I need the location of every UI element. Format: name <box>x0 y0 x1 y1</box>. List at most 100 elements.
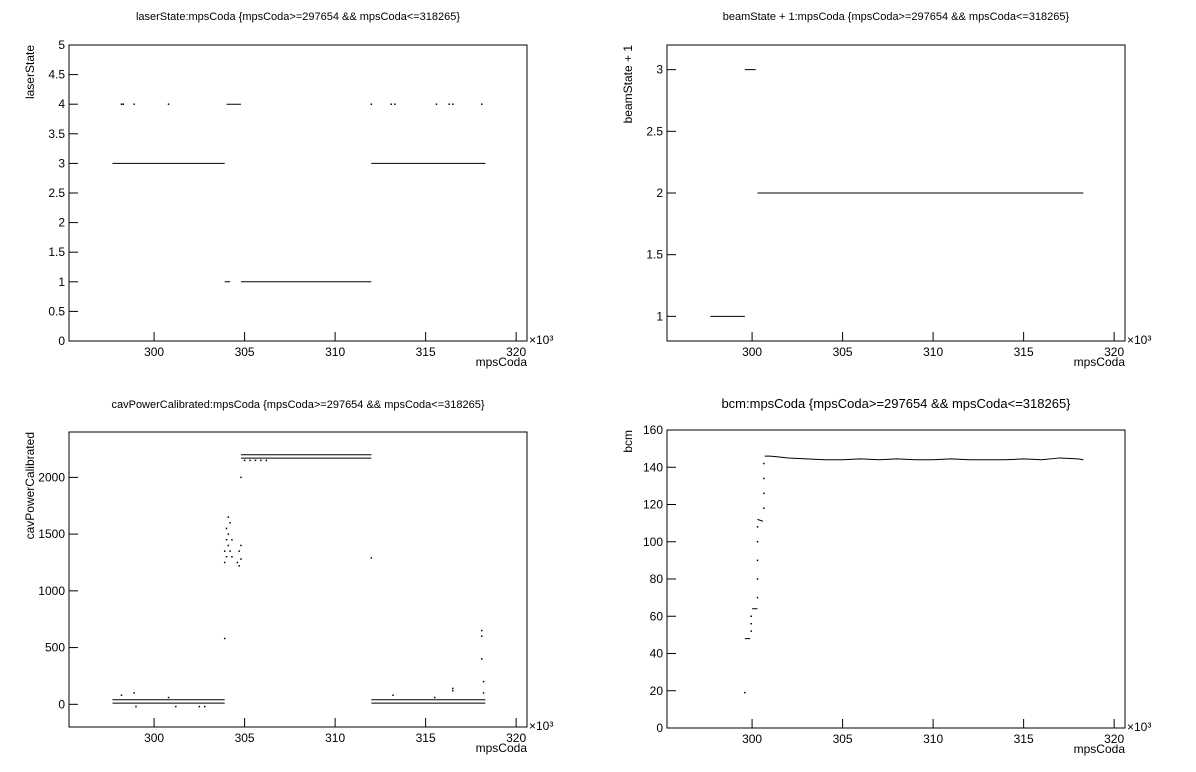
plot-frame <box>68 431 528 728</box>
data-point <box>227 544 230 547</box>
data-point <box>750 630 752 632</box>
y-tick-label: 500 <box>45 641 65 655</box>
data-point <box>229 522 231 524</box>
y-tick-label: 1500 <box>38 527 65 541</box>
data-point <box>763 477 765 480</box>
data-point <box>238 565 240 567</box>
y-tick-label: 1 <box>58 275 65 289</box>
data-point <box>390 103 392 105</box>
data-line <box>710 69 1084 317</box>
data-point <box>223 561 226 564</box>
x-multiplier: ×10³ <box>1127 720 1151 734</box>
data-point <box>167 696 170 699</box>
x-tick-label: 305 <box>833 732 853 746</box>
data-point <box>133 692 135 694</box>
data-point <box>260 459 262 462</box>
data-point <box>750 622 752 625</box>
data-point <box>756 578 759 580</box>
data-point <box>231 556 233 558</box>
data-point <box>240 558 242 560</box>
y-tick-label: 20 <box>650 684 664 698</box>
data-point <box>482 680 485 683</box>
data-point <box>227 516 230 518</box>
y-tick-label: 140 <box>643 460 663 474</box>
data-point <box>392 694 394 696</box>
data-point <box>394 103 396 105</box>
y-tick-label: 0 <box>58 334 65 348</box>
data-point <box>750 615 752 617</box>
data-line <box>112 454 486 704</box>
y-tick-label: 3 <box>656 63 663 77</box>
y-tick-label: 100 <box>643 535 663 549</box>
y-axis-label: bcm <box>621 430 635 453</box>
y-axis-label: cavPowerCalibrated <box>23 432 37 539</box>
data-point <box>756 596 759 599</box>
data-point <box>227 533 230 535</box>
data-point <box>370 557 373 559</box>
plot-frame <box>68 44 528 342</box>
data-point <box>120 694 123 696</box>
data-point <box>480 103 483 105</box>
data-point <box>133 103 135 105</box>
data-point <box>452 689 454 692</box>
data-point <box>756 541 759 543</box>
x-tick-label: 320 <box>1104 345 1124 359</box>
data-point <box>482 692 485 694</box>
chart-title: laserState:mpsCoda {mpsCoda>=297654 && m… <box>136 11 460 23</box>
y-tick-label: 60 <box>650 609 664 623</box>
data-point <box>448 103 450 105</box>
x-tick-label: 310 <box>325 731 345 745</box>
chart-title: cavPowerCalibrated:mpsCoda {mpsCoda>=297… <box>111 399 484 411</box>
y-tick-label: 3.5 <box>48 127 65 141</box>
data-point <box>744 691 746 694</box>
x-tick-label: 305 <box>235 345 255 359</box>
data-point <box>238 550 240 552</box>
data-point <box>435 103 438 105</box>
chart-title: beamState + 1:mpsCoda {mpsCoda>=297654 &… <box>723 11 1070 23</box>
data-point <box>756 559 759 562</box>
y-tick-label: 1.5 <box>48 245 65 259</box>
x-tick-label: 305 <box>833 345 853 359</box>
y-axis-label: beamState + 1 <box>621 45 635 124</box>
y-tick-label: 1.5 <box>646 248 663 262</box>
data-point <box>120 103 123 105</box>
y-tick-label: 2000 <box>38 470 65 484</box>
plot-frame <box>666 429 1126 729</box>
data-point <box>204 705 206 708</box>
data-point <box>167 103 170 105</box>
y-tick-label: 4.5 <box>48 68 65 82</box>
y-tick-label: 160 <box>643 423 663 437</box>
x-axis-label: mpsCoda <box>1074 355 1126 369</box>
data-point <box>763 492 765 495</box>
x-tick-label: 315 <box>416 345 436 359</box>
y-tick-label: 2.5 <box>646 124 663 138</box>
y-axis-label: laserState <box>23 45 37 99</box>
data-point <box>198 705 201 708</box>
x-tick-label: 315 <box>416 731 436 745</box>
x-axis-label: mpsCoda <box>476 741 528 755</box>
data-point <box>225 527 228 530</box>
y-tick-label: 120 <box>643 498 663 512</box>
x-tick-label: 300 <box>144 731 164 745</box>
x-tick-label: 320 <box>506 345 526 359</box>
y-tick-label: 0 <box>656 721 663 735</box>
data-point <box>225 556 228 558</box>
data-line <box>744 455 1084 640</box>
data-point <box>452 103 454 105</box>
data-point <box>254 459 257 462</box>
data-point <box>370 103 373 105</box>
x-axis-label: mpsCoda <box>1074 742 1126 756</box>
x-tick-label: 320 <box>1104 732 1124 746</box>
data-point <box>480 635 483 637</box>
x-tick-label: 300 <box>742 345 762 359</box>
x-tick-label: 315 <box>1014 345 1034 359</box>
data-point <box>223 550 226 552</box>
y-tick-label: 2 <box>58 216 65 230</box>
data-point <box>433 696 436 699</box>
x-multiplier: ×10³ <box>1127 333 1151 347</box>
x-axis-label: mpsCoda <box>476 355 528 369</box>
x-tick-label: 300 <box>144 345 164 359</box>
data-point <box>135 705 137 708</box>
x-tick-label: 300 <box>742 732 762 746</box>
